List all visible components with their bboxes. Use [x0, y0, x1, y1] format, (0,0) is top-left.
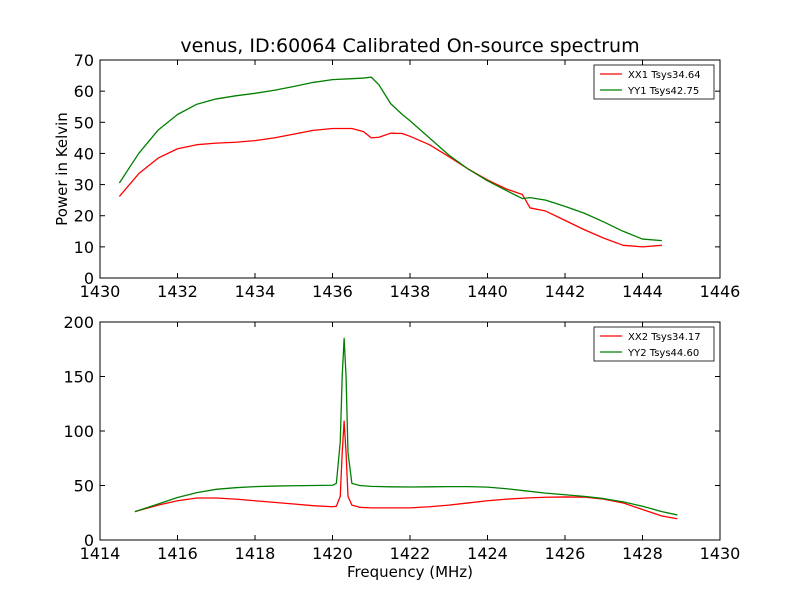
y-tick-label: 150 [63, 368, 94, 387]
y-tick-label: 40 [74, 144, 94, 163]
x-tick-label: 1426 [545, 544, 586, 563]
series-line-2 [134, 337, 678, 516]
legend-box [593, 326, 715, 362]
x-tick-label: 1446 [700, 282, 741, 301]
y-tick-label: 70 [74, 51, 94, 70]
panel-1: 1430 1432 1434 1436 1438 1440 1442 1444 1446 0 10 2… [53, 35, 740, 301]
y-tick-label: 30 [74, 176, 94, 195]
x-tick-label: 1436 [312, 282, 353, 301]
x-tick-label: 1442 [545, 282, 586, 301]
x-tick-label: 1432 [157, 282, 198, 301]
x-tick-label: 1440 [467, 282, 508, 301]
legend-label: YY1 Tsys42.75 [627, 86, 699, 97]
y-tick-label: 50 [74, 113, 94, 132]
x-tick-label: 1420 [312, 544, 353, 563]
x-tick-label: 1422 [390, 544, 431, 563]
x-tick-label: 1430 [80, 282, 121, 301]
series-line-1 [118, 127, 662, 248]
y-tick-label: 60 [74, 82, 94, 101]
x-tick-label: 1434 [235, 282, 276, 301]
series-line-2 [118, 76, 662, 242]
chart-title: venus, ID:60064 Calibrated On-source spe… [180, 35, 639, 57]
x-axis-label: Frequency (MHz) [347, 563, 473, 581]
legend-label: XX2 Tsys34.17 [628, 332, 701, 343]
y-tick-label: 0 [84, 531, 94, 550]
y-axis-label: Power in Kelvin [53, 112, 71, 226]
legend-label: XX1 Tsys34.64 [628, 70, 701, 81]
x-tick-label: 1428 [622, 544, 663, 563]
y-tick-label: 10 [74, 238, 94, 257]
series-line-1 [134, 420, 678, 520]
y-tick-label: 100 [63, 422, 94, 441]
y-tick-label: 50 [74, 477, 94, 496]
x-tick-label: 1444 [622, 282, 663, 301]
x-tick-label: 1424 [467, 544, 508, 563]
x-tick-label: 1418 [235, 544, 276, 563]
x-tick-label: 1430 [700, 544, 741, 563]
legend: XX2 Tsys34.17 YY2 Tsys44.60 [593, 326, 715, 362]
legend: XX1 Tsys34.64 YY1 Tsys42.75 [593, 64, 715, 100]
panel-2: 1414 1416 1418 1420 1422 1424 1426 1428 1430 0 50 1… [63, 313, 740, 581]
x-tick-label: 1416 [157, 544, 198, 563]
y-tick-label: 200 [63, 313, 94, 332]
y-tick-label: 20 [74, 207, 94, 226]
x-tick-label: 1438 [390, 282, 431, 301]
y-tick-label: 0 [84, 269, 94, 288]
legend-label: YY2 Tsys44.60 [627, 348, 699, 359]
x-tick-label: 1414 [80, 544, 121, 563]
legend-box [593, 64, 715, 100]
